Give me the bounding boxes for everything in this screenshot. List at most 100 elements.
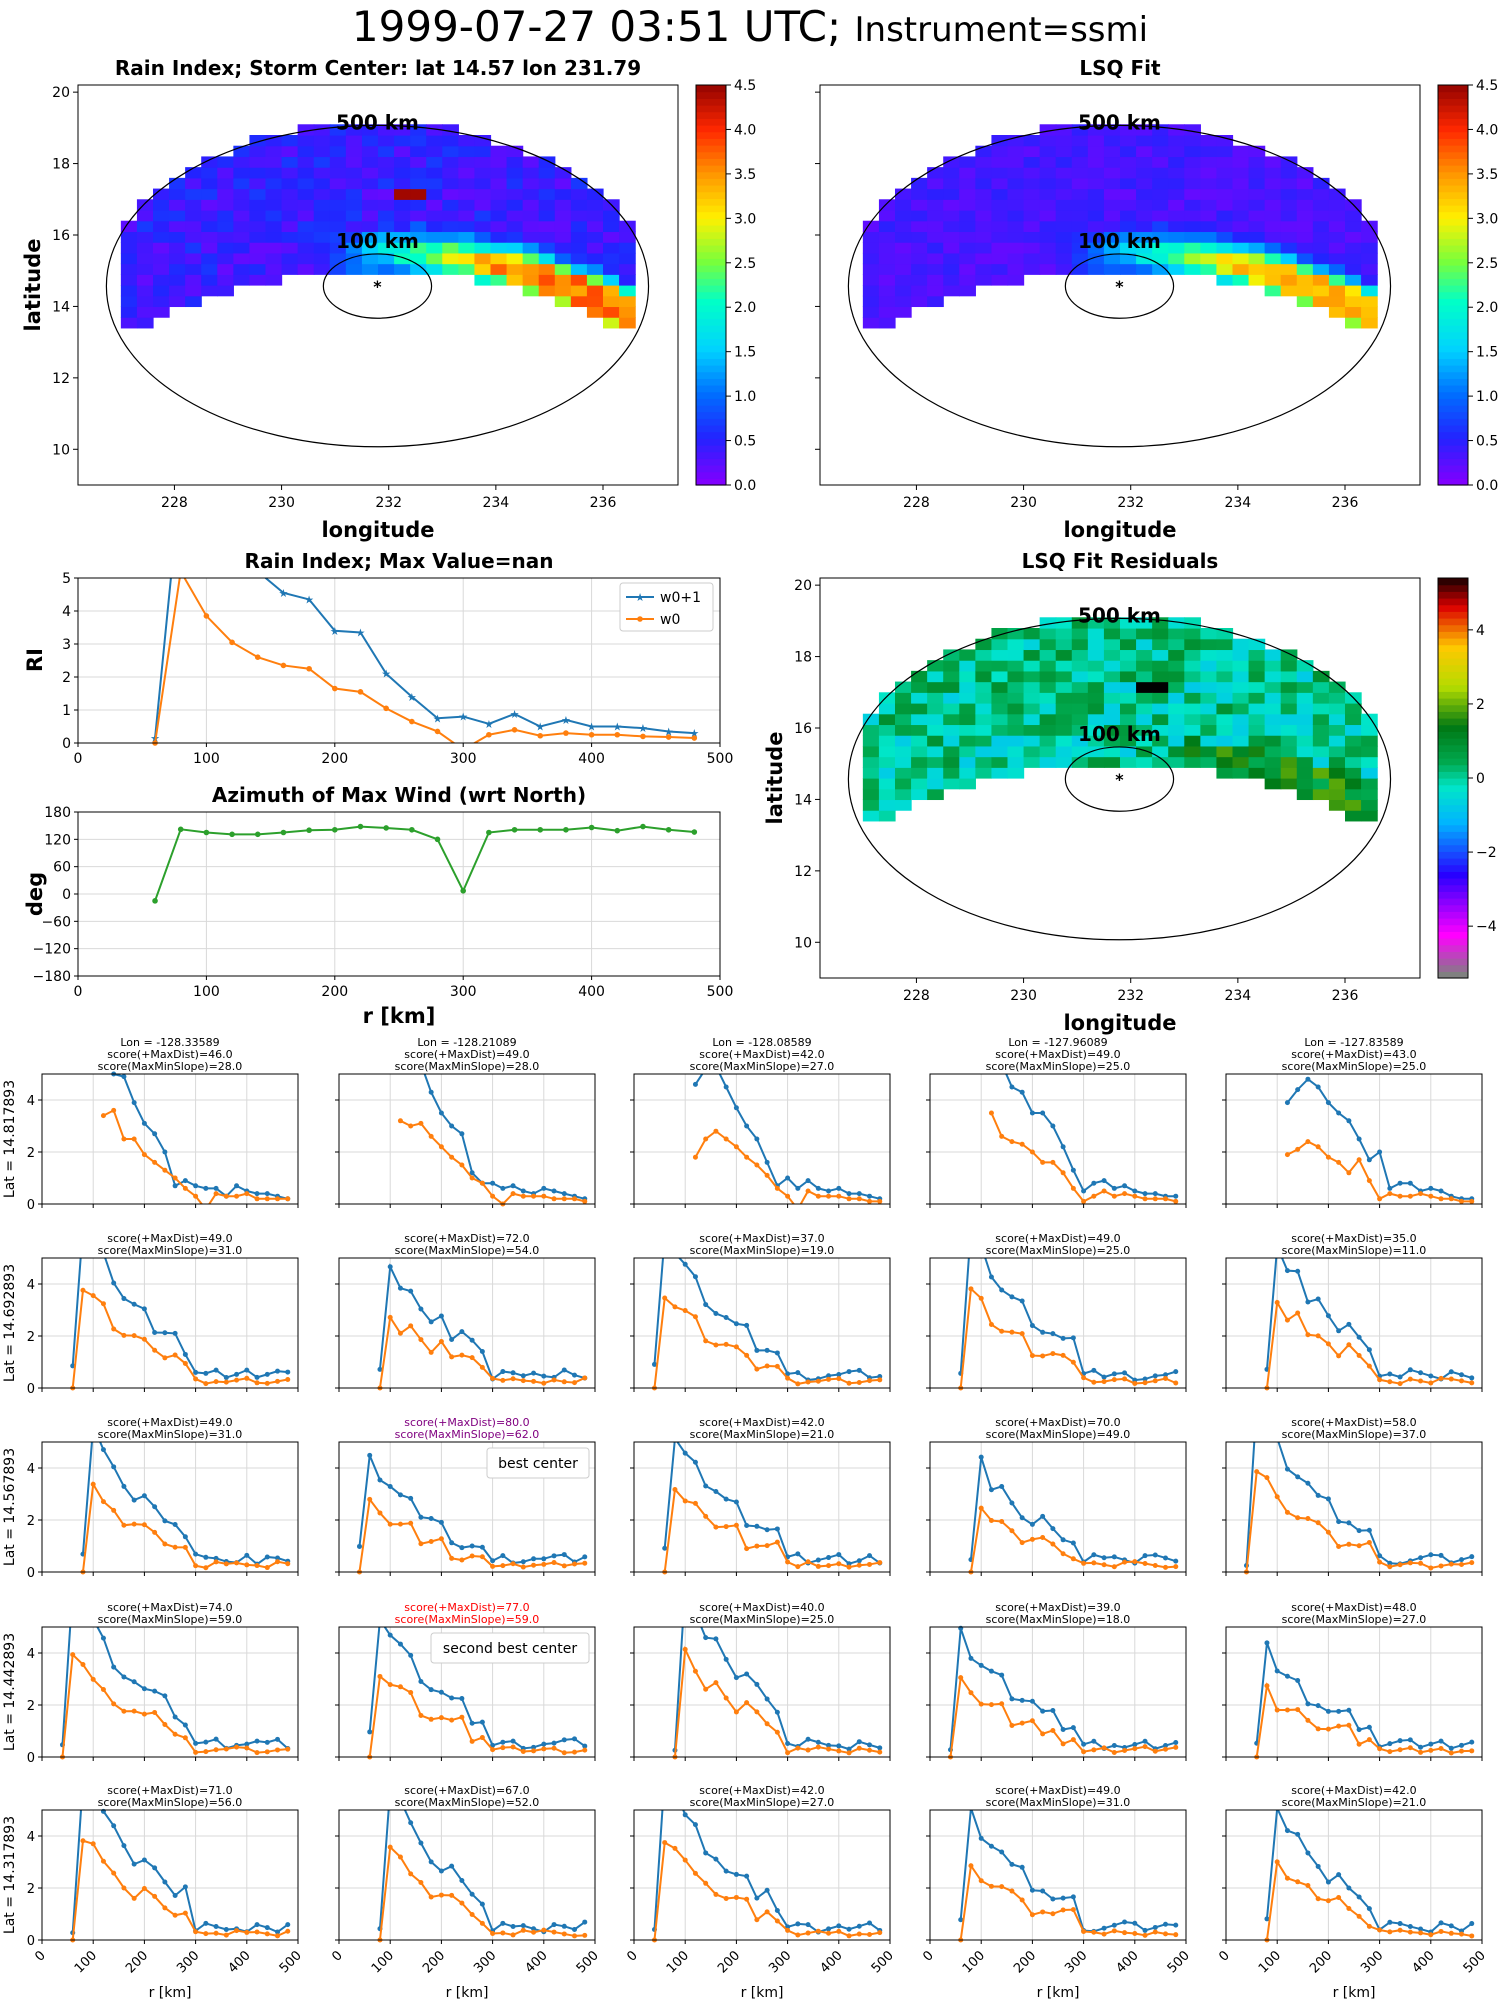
map-ylabel: latitude bbox=[763, 732, 787, 825]
data-cell bbox=[1120, 199, 1137, 211]
data-point bbox=[223, 1375, 229, 1381]
grid-cell-r2-c0: 024score(+MaxDist)=49.0score(MaxMinSlope… bbox=[2, 1416, 299, 1581]
data-cell bbox=[1184, 188, 1201, 200]
data-point bbox=[1060, 1335, 1066, 1341]
data-point bbox=[531, 1744, 537, 1750]
data-cell bbox=[426, 156, 443, 168]
data-cell bbox=[554, 177, 572, 190]
data-cell bbox=[1023, 263, 1041, 275]
data-point bbox=[1428, 1747, 1434, 1753]
data-cell bbox=[1361, 735, 1378, 747]
data-cell bbox=[474, 188, 492, 200]
data-point bbox=[459, 1696, 465, 1702]
colorbar-step bbox=[696, 311, 726, 319]
data-cell bbox=[233, 145, 251, 158]
data-point bbox=[958, 1675, 964, 1681]
row-label: Lat = 14.692893 bbox=[2, 1264, 18, 1382]
y-tick-label: 2 bbox=[27, 1882, 35, 1897]
data-point bbox=[836, 1193, 842, 1199]
data-point bbox=[582, 1919, 588, 1925]
data-point bbox=[449, 1337, 455, 1343]
data-cell bbox=[1136, 638, 1153, 651]
data-point bbox=[460, 888, 467, 894]
data-cell bbox=[895, 231, 912, 243]
data-cell bbox=[943, 713, 960, 726]
map-xlabel: longitude bbox=[321, 518, 434, 542]
data-point bbox=[111, 1464, 117, 1470]
data-point bbox=[510, 1932, 516, 1938]
data-cell bbox=[361, 263, 379, 275]
data-cell bbox=[1120, 649, 1137, 661]
data-cell bbox=[943, 745, 960, 758]
data-cell bbox=[1184, 210, 1201, 222]
data-cell bbox=[1184, 135, 1201, 147]
data-point bbox=[541, 1561, 547, 1567]
colorbar-step bbox=[1438, 771, 1468, 779]
data-cell bbox=[1264, 756, 1282, 768]
data-cell bbox=[1184, 756, 1201, 768]
data-point bbox=[1346, 1541, 1352, 1547]
data-cell bbox=[378, 167, 395, 179]
data-cell bbox=[1055, 156, 1073, 168]
data-cell bbox=[895, 252, 912, 265]
y-tick-label: −180 bbox=[33, 969, 71, 985]
data-cell bbox=[878, 745, 896, 758]
data-point bbox=[408, 1520, 414, 1526]
data-point bbox=[999, 1849, 1005, 1855]
colorbar-step bbox=[696, 338, 726, 346]
data-point bbox=[1111, 1371, 1117, 1377]
data-point bbox=[1418, 1555, 1424, 1561]
data-point bbox=[774, 1908, 780, 1914]
data-cell bbox=[506, 177, 524, 190]
data-cell bbox=[1232, 649, 1250, 661]
data-cell bbox=[120, 252, 138, 265]
data-cell bbox=[458, 167, 476, 179]
data-cell bbox=[1200, 692, 1218, 704]
data-cell bbox=[1071, 692, 1089, 704]
data-point bbox=[1315, 1703, 1321, 1709]
data-point bbox=[744, 1896, 750, 1902]
data-cell bbox=[281, 156, 299, 168]
data-cell bbox=[442, 242, 459, 254]
data-cell bbox=[378, 177, 395, 190]
axes-frame bbox=[77, 577, 721, 744]
score-maxminslope: score(MaxMinSlope)=25.0 bbox=[986, 1244, 1131, 1257]
colorbar-step bbox=[1438, 458, 1468, 466]
data-point bbox=[182, 1884, 188, 1890]
data-cell bbox=[1023, 220, 1041, 233]
data-point bbox=[1325, 1154, 1331, 1160]
data-cell bbox=[490, 252, 508, 265]
storm-center-marker: * bbox=[1115, 277, 1124, 296]
data-point bbox=[418, 1306, 424, 1312]
data-point bbox=[520, 1373, 526, 1379]
data-cell bbox=[991, 660, 1009, 672]
axes-frame bbox=[929, 1441, 1187, 1573]
grid-cell-r2-c2: score(+MaxDist)=42.0score(MaxMinSlope)=2… bbox=[630, 1416, 891, 1576]
colorbar-step bbox=[1438, 345, 1468, 353]
data-point bbox=[1152, 1552, 1158, 1558]
colorbar-step bbox=[1438, 91, 1468, 99]
data-cell bbox=[506, 263, 524, 275]
data-point bbox=[172, 1175, 178, 1181]
data-point bbox=[428, 1716, 434, 1722]
data-cell bbox=[153, 220, 170, 233]
data-cell bbox=[1248, 177, 1266, 190]
data-cell bbox=[169, 252, 186, 265]
data-point bbox=[449, 1863, 455, 1869]
data-point bbox=[254, 831, 261, 838]
data-cell bbox=[201, 231, 218, 243]
data-point bbox=[764, 1527, 770, 1533]
colorbar-step bbox=[1438, 798, 1468, 806]
data-cell bbox=[1328, 252, 1346, 265]
colorbar-step bbox=[1438, 811, 1468, 819]
data-point bbox=[285, 1561, 291, 1567]
data-cell bbox=[570, 252, 588, 265]
x-tick-label: 232 bbox=[1117, 495, 1144, 511]
colorbar-step bbox=[696, 425, 726, 433]
data-cell bbox=[927, 756, 944, 768]
data-point bbox=[733, 1522, 739, 1528]
data-cell bbox=[249, 135, 267, 147]
data-cell bbox=[345, 210, 363, 222]
data-point bbox=[193, 1193, 199, 1199]
data-point bbox=[826, 1746, 832, 1752]
